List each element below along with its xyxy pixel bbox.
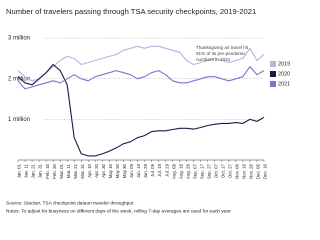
x-tick-label: Apr. 30 bbox=[101, 163, 106, 177]
x-tick-label: Aug. 08 bbox=[171, 163, 176, 179]
x-tick-label: Mar. 31 bbox=[80, 163, 85, 178]
chart-title: Number of travelers passing through TSA … bbox=[6, 7, 256, 16]
legend-label: 2021 bbox=[278, 81, 290, 87]
x-tick-label: Sep. 17 bbox=[199, 163, 204, 179]
legend-label: 2019 bbox=[278, 61, 290, 67]
legend-label: 2020 bbox=[278, 71, 290, 77]
y-tick-label: 1 million bbox=[8, 117, 30, 123]
annotation: numbers in 2021 bbox=[196, 57, 231, 62]
x-tick-label: May 30 bbox=[122, 163, 127, 178]
x-tick-label: Jan. 21 bbox=[31, 163, 36, 178]
chart: Number of travelers passing through TSA … bbox=[6, 7, 290, 214]
x-tick-label: Sep. 27 bbox=[206, 163, 211, 179]
legend-swatch bbox=[270, 61, 276, 67]
x-tick-label: Jul. 19 bbox=[157, 163, 162, 176]
x-tick-label: Apr. 20 bbox=[94, 163, 99, 177]
x-tick-label: Oct. 17 bbox=[220, 163, 225, 178]
x-tick-label: May 20 bbox=[115, 163, 120, 178]
x-tick-label: Apr. 10 bbox=[87, 163, 92, 177]
legend-swatch bbox=[270, 81, 276, 87]
x-tick-label: Mar. 01 bbox=[59, 163, 64, 178]
x-tick-label: Jun. 09 bbox=[129, 163, 134, 178]
x-tick-label: Jan. 31 bbox=[38, 163, 43, 178]
annotation: Thanksgiving air travel hit bbox=[196, 45, 249, 50]
x-tick-label: Dec. 06 bbox=[256, 163, 261, 179]
x-tick-label: Feb. 10 bbox=[45, 163, 50, 178]
note: Notes: To adjust for busyness on differe… bbox=[6, 208, 231, 214]
x-tick-label: Jan. 01 bbox=[17, 163, 22, 178]
x-tick-label: Aug. 28 bbox=[185, 163, 190, 179]
x-tick-label: Mar. 11 bbox=[66, 163, 71, 178]
x-tick-label: Sep. 07 bbox=[192, 163, 197, 179]
annotation: 91% of its pre-pandemic bbox=[196, 51, 246, 56]
x-tick-label: Aug. 18 bbox=[178, 163, 183, 179]
x-tick-label: Oct. 27 bbox=[228, 163, 233, 178]
y-tick-label: 2 million bbox=[8, 76, 30, 82]
source: Source: Stacker, TSA checkpoint dataon t… bbox=[6, 200, 134, 206]
x-tick-label: Jul. 09 bbox=[150, 163, 155, 176]
x-tick-label: Dec. 16 bbox=[263, 163, 268, 179]
x-tick-label: Oct. 07 bbox=[213, 163, 218, 178]
series-line bbox=[17, 66, 265, 90]
x-tick-label: Nov. 26 bbox=[249, 163, 254, 178]
x-tick-label: Jun. 29 bbox=[143, 163, 148, 178]
series-line bbox=[17, 45, 265, 82]
x-tick-label: Nov. 16 bbox=[242, 163, 247, 178]
series-line bbox=[17, 63, 265, 157]
x-tick-label: Feb. 20 bbox=[52, 163, 57, 178]
x-tick-label: Jan. 11 bbox=[24, 163, 29, 178]
x-tick-label: Mar. 21 bbox=[73, 163, 78, 178]
x-tick-label: Nov. 06 bbox=[235, 163, 240, 178]
legend-swatch bbox=[270, 71, 276, 77]
x-tick-label: May 10 bbox=[108, 163, 113, 178]
y-tick-label: 3 million bbox=[8, 36, 30, 42]
x-tick-label: Jun. 19 bbox=[136, 163, 141, 178]
x-tick-label: Jul. 29 bbox=[164, 163, 169, 176]
